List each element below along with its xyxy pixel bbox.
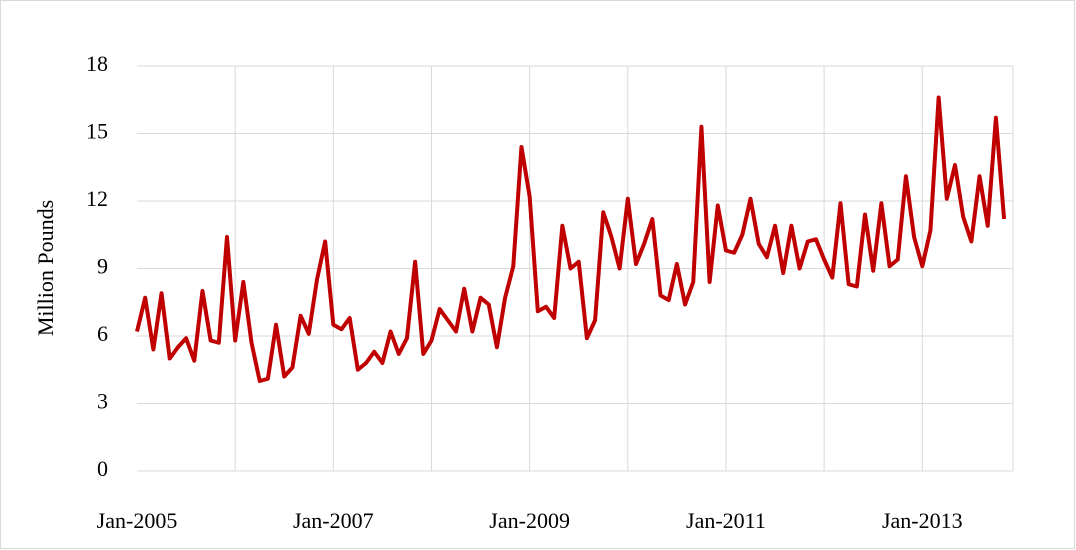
x-tick-label: Jan-2009 [489, 508, 570, 533]
y-axis-label: Million Pounds [33, 200, 58, 336]
y-tick-label: 18 [86, 51, 108, 76]
y-tick-label: 6 [97, 321, 108, 346]
y-tick-label: 0 [97, 456, 108, 481]
y-tick-label: 3 [97, 389, 108, 414]
x-tick-label: Jan-2005 [97, 508, 178, 533]
x-tick-label: Jan-2013 [882, 508, 963, 533]
y-tick-label: 12 [86, 186, 108, 211]
x-tick-label: Jan-2007 [293, 508, 374, 533]
y-tick-label: 9 [97, 254, 108, 279]
y-tick-label: 15 [86, 119, 108, 144]
x-tick-label: Jan-2011 [686, 508, 766, 533]
data-line [135, 95, 1007, 383]
